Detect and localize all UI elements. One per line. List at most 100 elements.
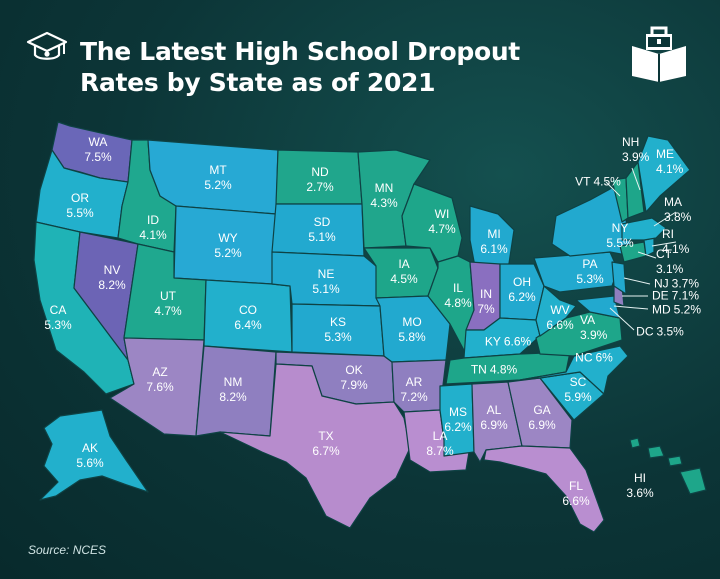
state-rate: 5.3% xyxy=(324,330,352,344)
state-rate: 7.2% xyxy=(400,390,428,404)
state-label-mn: MN 4.3% xyxy=(370,181,397,211)
state-label-ma: MA 3.8% xyxy=(664,195,691,225)
state-md xyxy=(575,295,621,319)
state-label-nc: NC 6% xyxy=(575,351,613,366)
state-abbr: SD xyxy=(313,215,331,229)
state-rate: 4.3% xyxy=(370,196,398,210)
state-abbr: NH xyxy=(622,135,640,149)
state-abbr: VA xyxy=(580,313,596,327)
state-rate: 5.2% xyxy=(204,178,232,192)
state-rate: 5.3% xyxy=(44,318,72,332)
state-rate: 6.9% xyxy=(528,418,556,432)
state-label-ny: NY 5.5% xyxy=(606,221,633,251)
state-abbr: ID xyxy=(146,213,159,227)
leader-dc xyxy=(609,307,635,331)
state-label-sc: SC 5.9% xyxy=(564,375,591,405)
state-abbr: WY xyxy=(218,231,238,245)
state-label-il: IL 4.8% xyxy=(444,281,471,311)
state-abbr: NM xyxy=(223,375,243,389)
state-abbr: VT xyxy=(575,174,591,189)
state-co xyxy=(203,279,293,353)
state-rate: 5.2% xyxy=(673,302,702,317)
leader-nj xyxy=(623,277,651,285)
state-rate: 7.6% xyxy=(146,380,174,394)
state-label-nj: NJ 3.7% xyxy=(654,277,699,292)
state-label-tn: TN 4.8% xyxy=(471,363,517,378)
state-abbr: MN xyxy=(374,181,394,195)
state-abbr: ME xyxy=(656,147,674,161)
state-nc xyxy=(519,345,629,395)
state-nj xyxy=(611,261,627,295)
state-abbr: AR xyxy=(405,375,423,389)
state-rate: 3.9% xyxy=(622,150,650,164)
graduation-cap-icon xyxy=(26,31,68,60)
leader-vt xyxy=(605,181,621,197)
state-rate: 6.6% xyxy=(562,494,590,508)
state-label-or: OR 5.5% xyxy=(66,191,93,221)
state-label-tx: TX 6.7% xyxy=(312,429,339,459)
state-rate: 5.5% xyxy=(606,236,634,250)
state-abbr: OH xyxy=(512,275,531,289)
state-rate: 4.1% xyxy=(656,162,684,176)
state-rate: 6% xyxy=(595,350,613,365)
leader-ma xyxy=(653,211,677,227)
leader-md xyxy=(613,305,649,310)
state-label-nd: ND 2.7% xyxy=(306,165,333,195)
leader-ct xyxy=(637,251,657,259)
state-rate: 3.5% xyxy=(656,324,684,339)
state-label-ok: OK 7.9% xyxy=(340,363,367,393)
state-abbr: UT xyxy=(159,289,176,303)
state-abbr: IL xyxy=(452,281,464,295)
state-label-ms: MS 6.2% xyxy=(444,405,471,435)
state-abbr: MD xyxy=(652,302,671,317)
state-rate: 3.7% xyxy=(671,276,700,291)
state-abbr: DE xyxy=(652,288,669,303)
state-label-wi: WI 4.7% xyxy=(428,207,455,237)
state-label-nv: NV 8.2% xyxy=(98,263,125,293)
state-me xyxy=(637,135,691,213)
state-rate: 4.8% xyxy=(489,362,518,377)
state-label-vt: VT 4.5% xyxy=(575,175,621,190)
state-rate: 6.2% xyxy=(444,420,472,434)
state-abbr: WI xyxy=(434,207,450,221)
state-label-ks: KS 5.3% xyxy=(324,315,351,345)
state-rate: 4.7% xyxy=(428,222,456,236)
state-rate: 4.7% xyxy=(154,304,182,318)
state-rate: 8.2% xyxy=(219,390,247,404)
state-abbr: WA xyxy=(88,135,108,149)
state-rate: 2.7% xyxy=(306,180,334,194)
state-rate: 3.1% xyxy=(656,262,684,276)
state-label-az: AZ 7.6% xyxy=(146,365,173,395)
state-label-mo: MO 5.8% xyxy=(398,315,425,345)
state-rate: 5.1% xyxy=(308,230,336,244)
state-abbr: HI xyxy=(633,471,646,485)
state-label-ky: KY 6.6% xyxy=(485,335,531,350)
state-abbr: LA xyxy=(432,429,448,443)
state-abbr: TX xyxy=(318,429,334,443)
state-rate: 6.2% xyxy=(508,290,536,304)
state-abbr: MS xyxy=(448,405,467,419)
state-ma xyxy=(621,217,667,241)
state-abbr: MA xyxy=(664,195,682,209)
state-abbr: FL xyxy=(568,479,584,493)
state-rate: 5.9% xyxy=(564,390,592,404)
state-label-pa: PA 5.3% xyxy=(576,257,603,287)
state-label-ga: GA 6.9% xyxy=(528,403,555,433)
state-abbr: IN xyxy=(480,287,492,301)
state-abbr: NJ xyxy=(654,276,669,291)
state-label-co: CO 6.4% xyxy=(234,303,261,333)
page-title: The Latest High School Dropout Rates by … xyxy=(80,37,520,97)
state-rate: 4.8% xyxy=(444,296,472,310)
state-abbr: NV xyxy=(103,263,121,277)
state-label-la: LA 8.7% xyxy=(426,429,453,459)
state-label-wy: WY 5.2% xyxy=(214,231,241,261)
state-abbr: PA xyxy=(582,257,598,271)
state-label-wa: WA 7.5% xyxy=(84,135,111,165)
state-rate: 6.6% xyxy=(503,334,532,349)
state-rate: 5.8% xyxy=(398,330,426,344)
state-label-ct: CT 3.1% xyxy=(656,247,683,277)
state-label-in: IN 7% xyxy=(477,287,494,317)
state-abbr: IA xyxy=(398,257,410,271)
state-rate: 7% xyxy=(477,302,495,316)
